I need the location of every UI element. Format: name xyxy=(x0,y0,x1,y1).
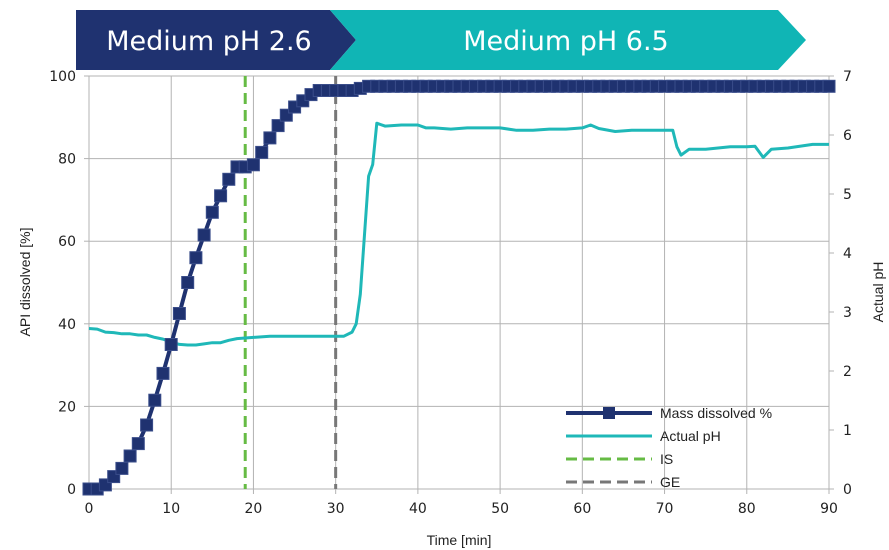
x-tick-label: 50 xyxy=(491,501,509,517)
plot-area xyxy=(88,75,830,490)
y2-tick-label: 7 xyxy=(843,69,852,85)
legend-marker-mass xyxy=(603,407,615,419)
data-point-mass-dissolved xyxy=(164,338,178,351)
data-point-mass-dissolved xyxy=(131,437,145,451)
data-point-mass-dissolved xyxy=(214,189,228,203)
data-point-mass-dissolved xyxy=(189,251,203,265)
data-point-mass-dissolved xyxy=(205,205,219,219)
series-mass-dissolved xyxy=(82,79,836,496)
x-tick-label: 40 xyxy=(409,501,427,517)
y2-tick-label: 6 xyxy=(843,128,852,144)
series-line-actual-ph xyxy=(88,121,829,347)
data-point-mass-dissolved xyxy=(246,158,260,172)
data-point-mass-dissolved xyxy=(197,228,211,242)
x-tick-label: 20 xyxy=(245,501,263,517)
legend: Mass dissolved % Actual pH IS GE xyxy=(566,405,772,490)
phase-banner: Medium pH 2.6 Medium pH 6.5 xyxy=(76,10,806,70)
y-tick-label: 100 xyxy=(49,69,76,85)
data-point-mass-dissolved xyxy=(222,172,236,186)
data-point-mass-dissolved xyxy=(822,79,836,93)
legend-label-ge: GE xyxy=(660,474,680,490)
reference-lines xyxy=(243,76,338,489)
y2-tick-label: 4 xyxy=(843,246,852,262)
legend-label-ph: Actual pH xyxy=(660,428,721,444)
data-point-mass-dissolved xyxy=(148,393,162,407)
y2-tick-label: 5 xyxy=(843,187,852,203)
phase-2-label: Medium pH 6.5 xyxy=(463,26,669,57)
legend-label-mass: Mass dissolved % xyxy=(660,405,772,421)
data-point-mass-dissolved xyxy=(263,131,277,145)
series-actual-ph xyxy=(88,121,829,347)
x-tick-label: 90 xyxy=(820,501,838,517)
data-point-mass-dissolved xyxy=(123,449,137,463)
x-tick-label: 0 xyxy=(85,501,94,517)
data-point-mass-dissolved xyxy=(255,145,269,159)
y-axis-right-title: Actual pH xyxy=(870,262,886,323)
data-point-mass-dissolved xyxy=(140,418,154,432)
data-point-mass-dissolved xyxy=(271,119,285,133)
phase-2-banner xyxy=(330,10,806,70)
x-tick-label: 30 xyxy=(327,501,345,517)
y2-tick-label: 3 xyxy=(843,305,852,321)
y-tick-label: 0 xyxy=(67,482,76,498)
y-tick-label: 40 xyxy=(58,317,76,333)
y-tick-label: 20 xyxy=(58,399,76,415)
x-tick-label: 60 xyxy=(573,501,591,517)
phase-1-banner xyxy=(76,10,356,70)
data-point-mass-dissolved xyxy=(156,366,170,380)
data-point-mass-dissolved xyxy=(181,276,195,289)
data-point-mass-dissolved xyxy=(172,307,186,320)
y-axis-left: 0 20 40 60 80 100 xyxy=(49,69,89,498)
y2-tick-label: 1 xyxy=(843,423,852,439)
data-point-mass-dissolved xyxy=(115,461,129,475)
y-axis-left-title: API dissolved [%] xyxy=(17,228,33,337)
y-tick-label: 60 xyxy=(58,234,76,250)
x-tick-label: 10 xyxy=(162,501,180,517)
y-tick-label: 80 xyxy=(58,152,76,168)
x-tick-label: 70 xyxy=(656,501,674,517)
y2-tick-label: 0 xyxy=(843,482,852,498)
legend-label-is: IS xyxy=(660,451,673,467)
phase-1-label: Medium pH 2.6 xyxy=(106,26,312,57)
y-axis-right: 0 1 2 3 4 5 6 7 xyxy=(829,69,852,498)
x-axis: 0 10 20 30 40 50 60 70 80 90 xyxy=(85,489,838,517)
x-axis-title: Time [min] xyxy=(427,532,492,548)
y2-tick-label: 2 xyxy=(843,364,852,380)
x-tick-label: 80 xyxy=(738,501,756,517)
